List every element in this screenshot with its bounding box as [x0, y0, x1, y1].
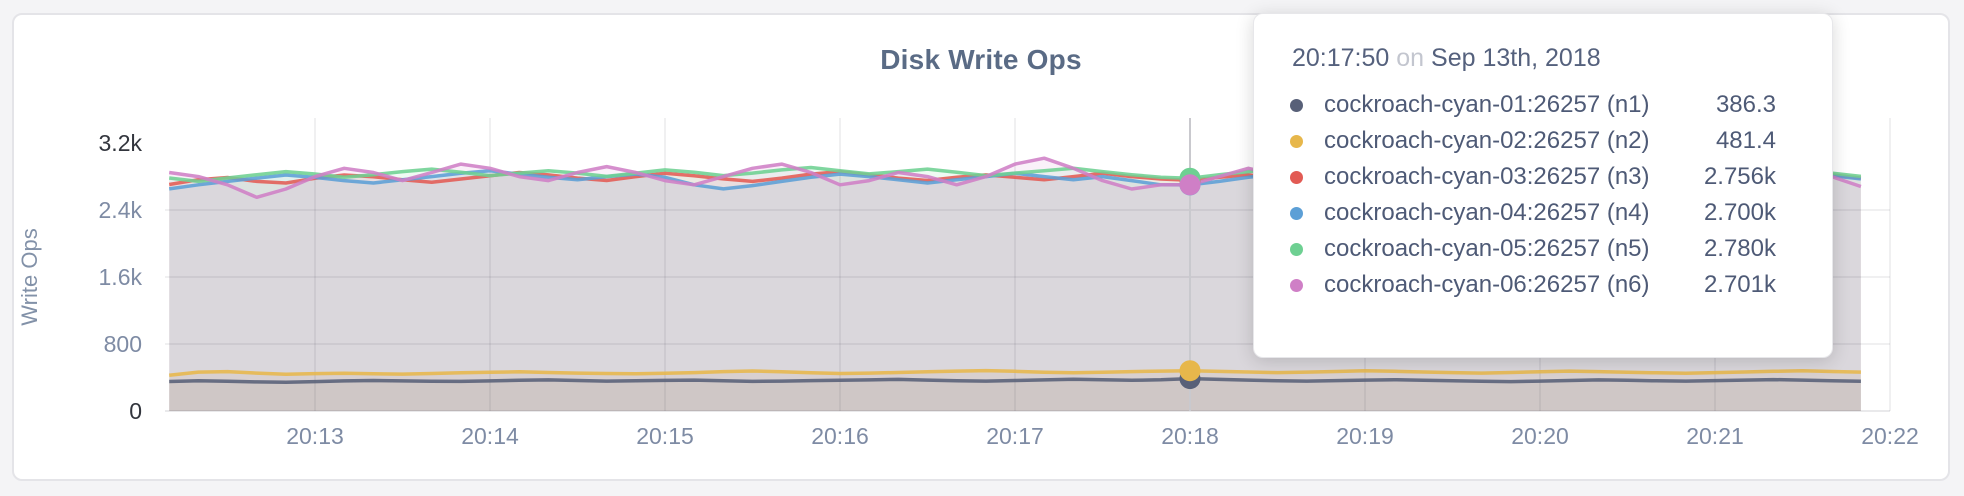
tooltip-row: cockroach-cyan-05:26257 (n5) 2.780k — [1290, 231, 1776, 267]
hover-tooltip: 20:17:50 on Sep 13th, 2018 cockroach-cya… — [1253, 13, 1833, 358]
series-value: 2.700k — [1703, 199, 1776, 226]
x-tick-label: 20:17 — [986, 423, 1044, 449]
series-color-dot — [1290, 170, 1303, 184]
tooltip-header: 20:17:50 on Sep 13th, 2018 — [1290, 44, 1776, 73]
y-tick-label: 800 — [104, 331, 142, 357]
x-tick-label: 20:19 — [1336, 423, 1394, 449]
series-value: 481.4 — [1715, 127, 1776, 154]
tooltip-rows: cockroach-cyan-01:26257 (n1) 386.3 cockroa… — [1290, 87, 1776, 303]
x-tick-label: 20:13 — [286, 423, 344, 449]
series-name: cockroach-cyan-01:26257 (n1) — [1324, 91, 1650, 118]
series-value: 2.756k — [1703, 163, 1776, 190]
series-line — [169, 376, 1861, 384]
series-name: cockroach-cyan-02:26257 (n2) — [1324, 127, 1650, 154]
y-tick-label: 2.4k — [99, 197, 143, 223]
series-area — [169, 378, 1861, 411]
x-tick-label: 20:20 — [1511, 423, 1569, 449]
series-value: 2.780k — [1703, 235, 1776, 262]
x-tick-label: 20:14 — [461, 423, 519, 449]
series-value: 386.3 — [1715, 91, 1776, 118]
series-name: cockroach-cyan-05:26257 (n5) — [1324, 235, 1650, 262]
series-color-dot — [1290, 134, 1303, 148]
hover-point-dot — [1179, 360, 1201, 382]
y-tick-label: 0 — [129, 398, 142, 424]
tooltip-row: cockroach-cyan-02:26257 (n2) 481.4 — [1290, 123, 1776, 159]
y-tick-label: 1.6k — [99, 264, 143, 290]
hover-point-dot — [1179, 174, 1201, 196]
y-tick-label: 3.2k — [99, 130, 143, 156]
x-tick-label: 20:16 — [811, 423, 869, 449]
chart-title: Disk Write Ops — [880, 44, 1082, 75]
x-tick-label: 20:18 — [1161, 423, 1219, 449]
series-value: 2.701k — [1703, 271, 1776, 298]
tooltip-row: cockroach-cyan-01:26257 (n1) 386.3 — [1290, 87, 1776, 123]
series-color-dot — [1290, 278, 1303, 292]
tooltip-row: cockroach-cyan-06:26257 (n6) 2.701k — [1290, 267, 1776, 303]
x-tick-label: 20:15 — [636, 423, 694, 449]
series-color-dot — [1290, 98, 1303, 112]
series-name: cockroach-cyan-04:26257 (n4) — [1324, 199, 1650, 226]
tooltip-time: 20:17:50 — [1292, 44, 1390, 72]
x-tick-label: 20:22 — [1861, 423, 1919, 449]
series-line — [169, 368, 1861, 377]
series-color-dot — [1290, 242, 1303, 256]
tooltip-conjunction: on — [1396, 44, 1425, 72]
series-name: cockroach-cyan-03:26257 (n3) — [1324, 163, 1650, 190]
tooltip-row: cockroach-cyan-03:26257 (n3) 2.756k — [1290, 159, 1776, 195]
tooltip-date: Sep 13th, 2018 — [1431, 44, 1601, 72]
x-tick-label: 20:21 — [1686, 423, 1744, 449]
tooltip-row: cockroach-cyan-04:26257 (n4) 2.700k — [1290, 195, 1776, 231]
series-color-dot — [1290, 206, 1303, 220]
series-name: cockroach-cyan-06:26257 (n6) — [1324, 271, 1650, 298]
